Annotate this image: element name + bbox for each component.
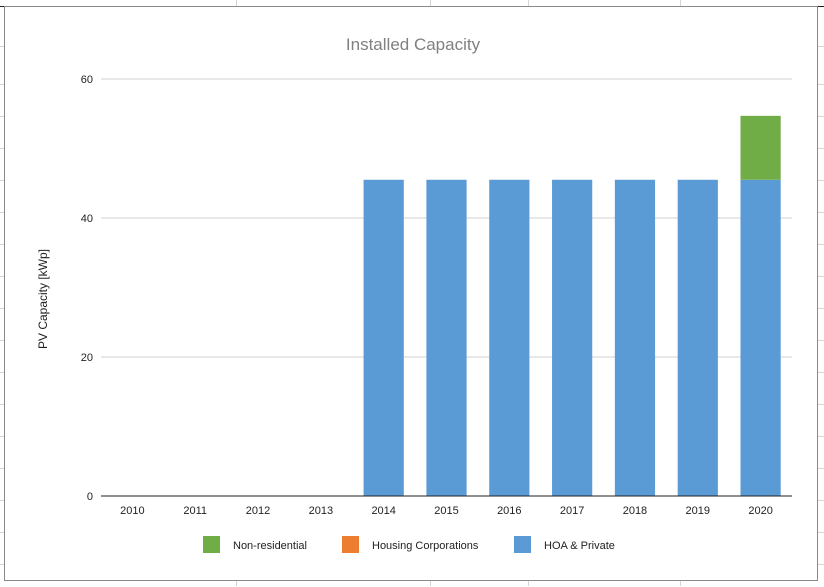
legend-swatch-housing-corporations: [342, 536, 359, 553]
bar-hoa-private-2014[interactable]: [363, 179, 404, 496]
y-tick-label: 20: [81, 352, 93, 364]
x-tick-label: 2019: [686, 505, 710, 517]
chart-object[interactable]: Installed Capacity PV Capacity [kWp] 0 20…: [4, 6, 818, 581]
chart-title: Installed Capacity: [346, 35, 481, 54]
bar-hoa-private-2019[interactable]: [677, 179, 718, 496]
legend-swatch-non-residential: [203, 536, 220, 553]
x-tick-label: 2020: [748, 505, 772, 517]
legend-label: HOA & Private: [544, 540, 615, 552]
x-tick-label: 2015: [434, 505, 458, 517]
x-tick-label: 2018: [623, 505, 647, 517]
legend-label: Non-residential: [233, 540, 307, 552]
y-axis-label: PV Capacity [kWp]: [36, 249, 50, 349]
bar-hoa-private-2016[interactable]: [489, 179, 530, 496]
x-tick-label: 2017: [560, 505, 584, 517]
x-tick-label: 2013: [309, 505, 333, 517]
bar-hoa-private-2015[interactable]: [426, 179, 467, 496]
legend-label: Housing Corporations: [372, 540, 479, 552]
y-tick-label: 40: [81, 213, 93, 225]
chart-canvas: Installed Capacity PV Capacity [kWp] 0 20…: [36, 35, 792, 553]
x-tick-label: 2014: [371, 505, 395, 517]
bar-hoa-private-2018[interactable]: [614, 179, 656, 496]
x-tick-label: 2011: [183, 505, 207, 517]
bar-non-residential-2020[interactable]: [740, 115, 781, 180]
x-tick-label: 2010: [120, 505, 144, 517]
bar-hoa-private-2017[interactable]: [552, 179, 593, 496]
x-tick-label: 2016: [497, 505, 521, 517]
y-tick-label: 60: [81, 74, 93, 86]
bar-hoa-private-2020[interactable]: [740, 179, 781, 496]
legend-swatch-hoa-private: [514, 536, 531, 553]
x-tick-label: 2012: [246, 505, 270, 517]
y-tick-label: 0: [87, 491, 93, 503]
